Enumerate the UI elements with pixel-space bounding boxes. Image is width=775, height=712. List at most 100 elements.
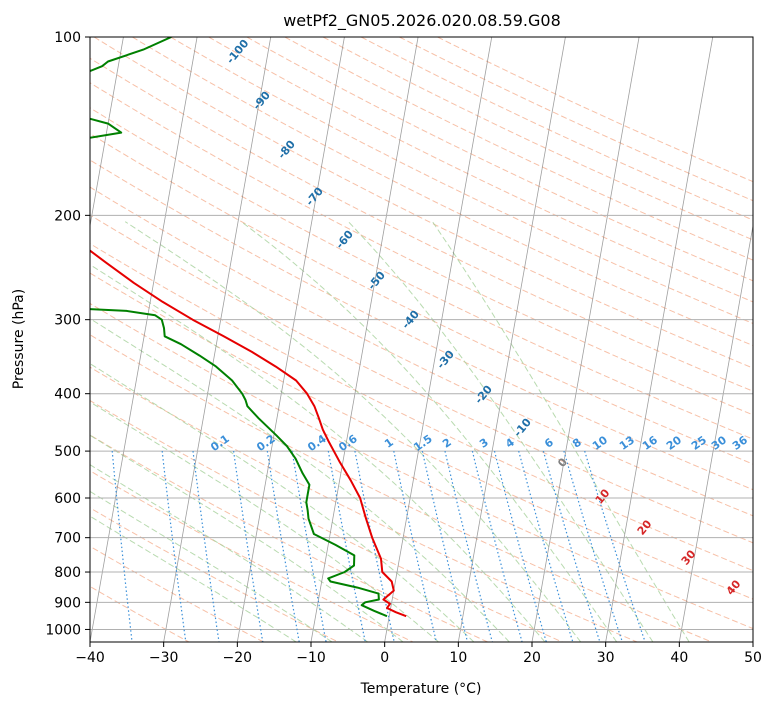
mixing-ratio-label: 8	[570, 436, 584, 451]
moist-adiabat	[241, 222, 616, 642]
isotherm-label: -20	[472, 383, 495, 407]
isotherm-label: 10	[593, 486, 613, 506]
mixing-ratio-label: 13	[617, 433, 637, 452]
y-tick-label: 300	[54, 313, 81, 329]
mixing-ratio-line	[564, 451, 623, 642]
dry-adiabat	[0, 37, 712, 642]
isotherm-label: -40	[399, 308, 422, 332]
dry-adiabat	[0, 37, 775, 642]
x-tick-label: −30	[149, 650, 179, 666]
mixing-ratio-line	[112, 451, 132, 642]
dry-adiabat	[0, 37, 562, 642]
isotherm	[532, 37, 639, 642]
y-tick-label: 500	[54, 444, 81, 460]
dry-adiabat	[285, 37, 775, 642]
isotherm-label: -30	[434, 348, 457, 372]
isotherm	[458, 37, 565, 642]
y-tick-label: 900	[54, 595, 81, 611]
isotherm-label: 40	[724, 577, 744, 597]
dry-adiabat	[18, 37, 775, 642]
mixing-ratio-label: 20	[664, 433, 684, 453]
moist-adiabat	[0, 403, 296, 642]
isotherm-label: -70	[303, 185, 326, 209]
dry-adiabat	[0, 37, 775, 642]
moist-adiabat	[24, 222, 546, 642]
x-tick-label: 30	[597, 650, 615, 666]
dry-adiabat	[0, 37, 775, 642]
mixing-ratio-line	[585, 451, 646, 642]
isotherm	[90, 37, 197, 642]
mixing-ratio-label: 1	[382, 436, 396, 451]
x-tick-label: 10	[449, 650, 467, 666]
isotherm-label: -100	[224, 37, 252, 67]
isotherm	[606, 37, 713, 642]
mixing-ratio-line	[422, 451, 467, 642]
mixing-ratio-line	[267, 451, 299, 642]
mixing-ratio-label: 4	[503, 435, 517, 450]
dry-adiabat	[0, 37, 775, 642]
x-tick-label: 20	[523, 650, 541, 666]
x-axis-label: Temperature (°C)	[360, 681, 482, 697]
mixing-ratio-line	[193, 451, 219, 642]
mixing-ratio-line	[162, 451, 186, 642]
isotherm-label: 20	[635, 517, 655, 537]
y-tick-label: 800	[54, 565, 81, 581]
mixing-ratio-line	[445, 451, 492, 642]
dry-adiabat	[0, 37, 189, 642]
x-tick-label: −20	[223, 650, 253, 666]
mixing-ratio-label: 3	[477, 436, 491, 451]
y-axis-label: Pressure (hPa)	[11, 289, 27, 389]
mixing-ratio-label: 30	[709, 433, 729, 453]
dry-adiabat	[94, 37, 775, 642]
isotherm	[753, 37, 775, 642]
isotherm-label: 0	[555, 455, 570, 469]
isotherm	[164, 37, 271, 642]
x-tick-label: 40	[670, 650, 688, 666]
mixing-ratio-label: 6	[542, 435, 556, 450]
dewpoint_upper-profile	[0, 37, 171, 251]
mixing-ratio-label: 10	[590, 433, 610, 453]
y-tick-label: 200	[54, 208, 81, 224]
x-tick-label: −40	[75, 650, 105, 666]
dry-adiabat	[361, 37, 775, 642]
dry-adiabat	[0, 37, 775, 642]
isotherm	[679, 37, 775, 642]
x-tick-label: 50	[744, 650, 762, 666]
y-tick-label: 100	[54, 30, 81, 46]
isotherm	[311, 37, 418, 642]
y-tick-label: 400	[54, 387, 81, 403]
moist-adiabat	[348, 222, 653, 642]
dry-adiabat	[0, 37, 264, 642]
x-tick-label: −10	[296, 650, 326, 666]
isotherm-label: -90	[250, 89, 273, 113]
mixing-ratio-line	[292, 451, 326, 642]
isotherm	[385, 37, 492, 642]
isotherm	[16, 37, 123, 642]
dry-adiabat	[0, 37, 775, 642]
mixing-ratio-label: 25	[689, 433, 709, 452]
dry-adiabat	[0, 37, 775, 642]
dry-adiabat	[0, 37, 637, 642]
isotherm-label: -80	[275, 138, 298, 162]
mixing-ratio-line	[519, 451, 573, 642]
y-tick-label: 1000	[45, 622, 81, 638]
dry-adiabat	[0, 37, 488, 642]
y-tick-label: 700	[54, 531, 81, 547]
moist-adiabat	[433, 222, 690, 642]
chart-title: wetPf2_GN05.2026.020.08.59.G08	[283, 11, 561, 31]
mixing-ratio-label: 36	[730, 433, 750, 453]
plot-frame	[90, 37, 753, 642]
y-tick-label: 600	[54, 491, 81, 507]
mixing-ratio-label: 16	[640, 433, 660, 453]
x-tick-label: 0	[380, 650, 389, 666]
dry-adiabat	[0, 37, 775, 642]
background-lines	[0, 37, 775, 642]
mixing-ratio-line	[234, 451, 263, 642]
mixing-ratio-line	[355, 451, 394, 642]
dry-adiabat	[438, 37, 775, 642]
dry-adiabat	[399, 37, 775, 642]
